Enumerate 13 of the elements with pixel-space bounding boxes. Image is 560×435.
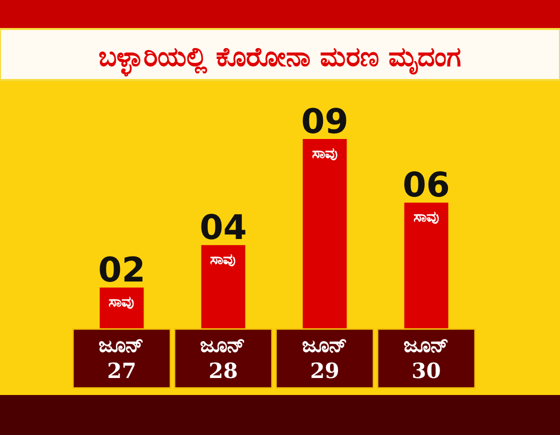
annotation: ಸಾವು bbox=[413, 208, 440, 226]
x-tick-label: ಜೂನ್ 27 bbox=[98, 332, 145, 383]
data-label: 09 bbox=[301, 102, 348, 142]
x-tick-label: ಜೂನ್ 29 bbox=[302, 332, 348, 383]
x-tick-label: ಜೂನ್ 28 bbox=[200, 332, 246, 383]
data-label: 06 bbox=[402, 166, 450, 206]
x-tick-label: ಜೂನ್ 30 bbox=[403, 332, 450, 383]
annotation: ಸಾವು bbox=[210, 250, 236, 268]
data-label: 04 bbox=[200, 208, 247, 248]
chart-title: ಬಳ್ಳಾರಿಯಲ್ಲಿ ಕೊರೋನಾ ಮರಣ ಮೃದಂಗ bbox=[98, 42, 462, 77]
annotation: ಸಾವು bbox=[108, 292, 135, 311]
data-label: 02 bbox=[98, 250, 146, 291]
annotation: ಸಾವು bbox=[312, 144, 338, 162]
